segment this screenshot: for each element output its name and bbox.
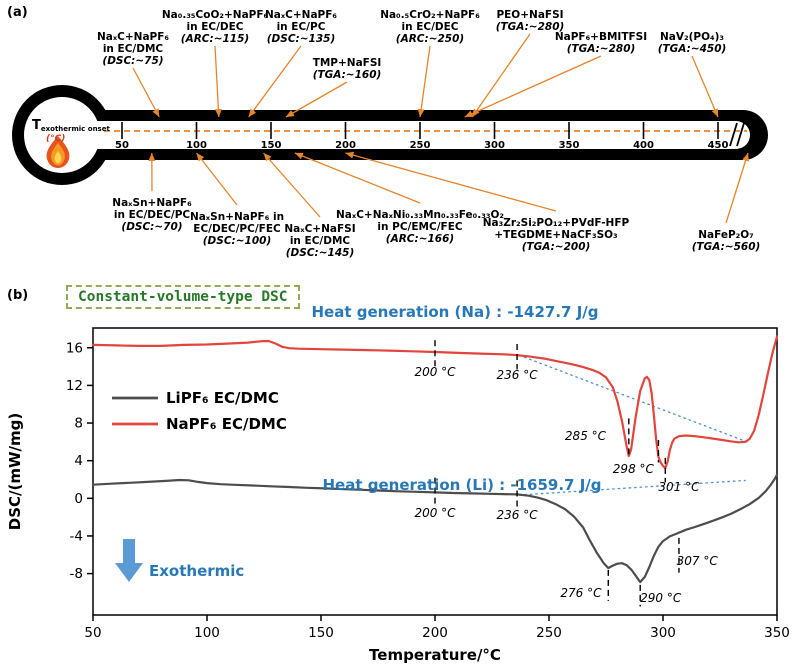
pointer-arrow [464, 55, 602, 118]
pointer-arrow [691, 55, 719, 118]
material-label: NaV₂(PO₄)₃ (TGA:~450) [658, 31, 727, 55]
scale-tick-label: 150 [261, 140, 282, 151]
curve-lipf6 [91, 473, 779, 584]
pointer-arrow [345, 151, 557, 212]
y-tick-label: 8 [74, 416, 83, 432]
temp-marker-label: 298 °C [613, 462, 655, 476]
pointer-arrow [248, 45, 302, 118]
axis-break-mark [729, 122, 738, 147]
pointer-arrow [417, 45, 431, 118]
x-tick-label: 50 [84, 625, 101, 641]
material-label: PEO+NaFSI (TGA:~280) [496, 9, 565, 33]
thermometer-tube-inner [62, 121, 750, 149]
panel-a-tag: (a) [7, 5, 28, 20]
thermometer-dynamic-layer: 50 100 150 200 250 300 350 400 450 Texothermic on… [32, 9, 760, 259]
temp-marker-label: 301 °C [658, 480, 700, 494]
temp-marker-label: 200 °C [414, 365, 456, 379]
x-tick-label: 250 [536, 625, 562, 641]
material-label: NaₓC+NaₓNi₀.₃₃Mn₀.₃₃Fe₀.₃₃O₂ in PC/EMC/FE… [336, 209, 504, 245]
material-label: Na₀.₅CrO₂+NaPF₆ in EC/DEC (ARC:~250) [380, 9, 480, 45]
material-label: NaₓSn+NaPF₆ in EC/DEC/PC (DSC:~70) [112, 197, 192, 233]
bulb-unit-label: (°C) [46, 134, 65, 144]
heat-generation-na: Heat generation (Na) : -1427.7 J/g [312, 303, 599, 321]
pointer-arrow [214, 45, 222, 118]
pointer-arrow [132, 67, 160, 118]
material-label: NaₓSn+NaPF₆ in EC/DEC/PC/FEC (DSC:~100) [190, 211, 284, 247]
material-label: NaₓC+NaPF₆ in EC/PC (DSC:~135) [265, 9, 337, 45]
x-axis-title: Temperature/°C [369, 646, 501, 664]
temp-marker-label: 236 °C [497, 368, 539, 382]
temp-marker-label: 236 °C [497, 508, 539, 522]
axis-break-mark [736, 122, 745, 147]
material-label: TMP+NaFSI (TGA:~160) [313, 57, 382, 81]
dsc-title: Constant-volume-type DSC [66, 285, 300, 309]
scale-tick-label: 100 [186, 140, 207, 151]
thermometer-diagram: 50 100 150 200 250 300 350 400 450 Texothermic on… [12, 9, 768, 259]
scale-tick-label: 400 [633, 140, 654, 151]
y-axis-title: DSC/(mW/mg) [6, 413, 24, 530]
scale-tick-label: 450 [708, 140, 729, 151]
flame-icon [46, 136, 70, 168]
pointer-arrow [285, 81, 348, 118]
material-label: Na₀.₃₅CoO₂+NaPF₆ in EC/DEC (ARC:~115) [162, 9, 269, 45]
y-tick-label: -8 [70, 566, 83, 582]
temp-marker-label: 307 °C [677, 554, 719, 568]
panel-a: (a) 50 100 150 200 250 300 350 400 450 Texothermi… [0, 0, 800, 283]
pointer-arrow [725, 152, 749, 224]
material-label: Na₃Zr₂Si₂PO₁₂+PVdF-HFP +TEGDME+NaCF₃SO₃ (T… [483, 217, 630, 253]
legend-label-0: LiPF₆ EC/DMC [166, 389, 279, 407]
x-tick-label: 200 [422, 625, 448, 641]
temp-marker-label: 200 °C [414, 506, 456, 520]
temp-marker-label: 290 °C [640, 591, 682, 605]
material-label: NaₓC+NaFSI in EC/DMC (DSC:~145) [284, 223, 355, 259]
x-tick-label: 300 [650, 625, 676, 641]
pointer-arrow [195, 152, 238, 206]
pointer-arrow [263, 152, 321, 218]
dsc-chart: 50 100 150 200 250 300 350 -8 -4 0 4 8 12 16 Temperatu… [6, 303, 790, 664]
legend-label-1: NaPF₆ EC/DMC [166, 415, 287, 433]
y-tick-label: 12 [66, 378, 83, 394]
temp-marker-label: 276 °C [560, 586, 602, 600]
integration-baseline-napf6 [518, 354, 751, 444]
panel-b-tag: (b) [7, 288, 29, 303]
x-tick-label: 350 [764, 625, 790, 641]
y-tick-label: 16 [66, 340, 83, 356]
material-label: NaPF₆+BMITFSI (TGA:~280) [555, 31, 647, 55]
y-tick-label: 0 [74, 491, 83, 507]
scale-tick-label: 300 [484, 140, 505, 151]
y-tick-label: 4 [74, 453, 83, 469]
y-tick-label: -4 [70, 528, 83, 544]
pointer-arrow [471, 33, 531, 118]
x-tick-label: 150 [308, 625, 334, 641]
x-tick-label: 100 [194, 625, 220, 641]
scale-tick-label: 350 [559, 140, 580, 151]
panel-b: (b) Constant-volume-type DSC 50 100 150 200… [0, 283, 800, 670]
scale-tick-label: 200 [335, 140, 356, 151]
curve-napf6 [91, 335, 779, 470]
heat-generation-li: Heat generation (Li) : -1659.7 J/g [322, 476, 601, 494]
material-label: NaₓC+NaPF₆ in EC/DMC (DSC:~75) [97, 31, 169, 67]
material-label: NaFeP₂O₇ (TGA:~560) [692, 229, 761, 253]
exothermic-label: Exothermic [149, 562, 244, 580]
temp-marker-label: 285 °C [565, 429, 607, 443]
pointer-arrow [294, 152, 421, 204]
exothermic-arrow-icon [115, 539, 143, 582]
scale-tick-label: 250 [410, 140, 431, 151]
bulb-label: Texothermic onset [32, 118, 110, 133]
integration-baseline-lipf6 [518, 479, 746, 496]
scale-tick-label: 50 [115, 140, 129, 151]
dsc-dynamic-layer: 50 100 150 200 250 300 350 -8 -4 0 4 8 12 16 Temperatu… [6, 303, 790, 664]
